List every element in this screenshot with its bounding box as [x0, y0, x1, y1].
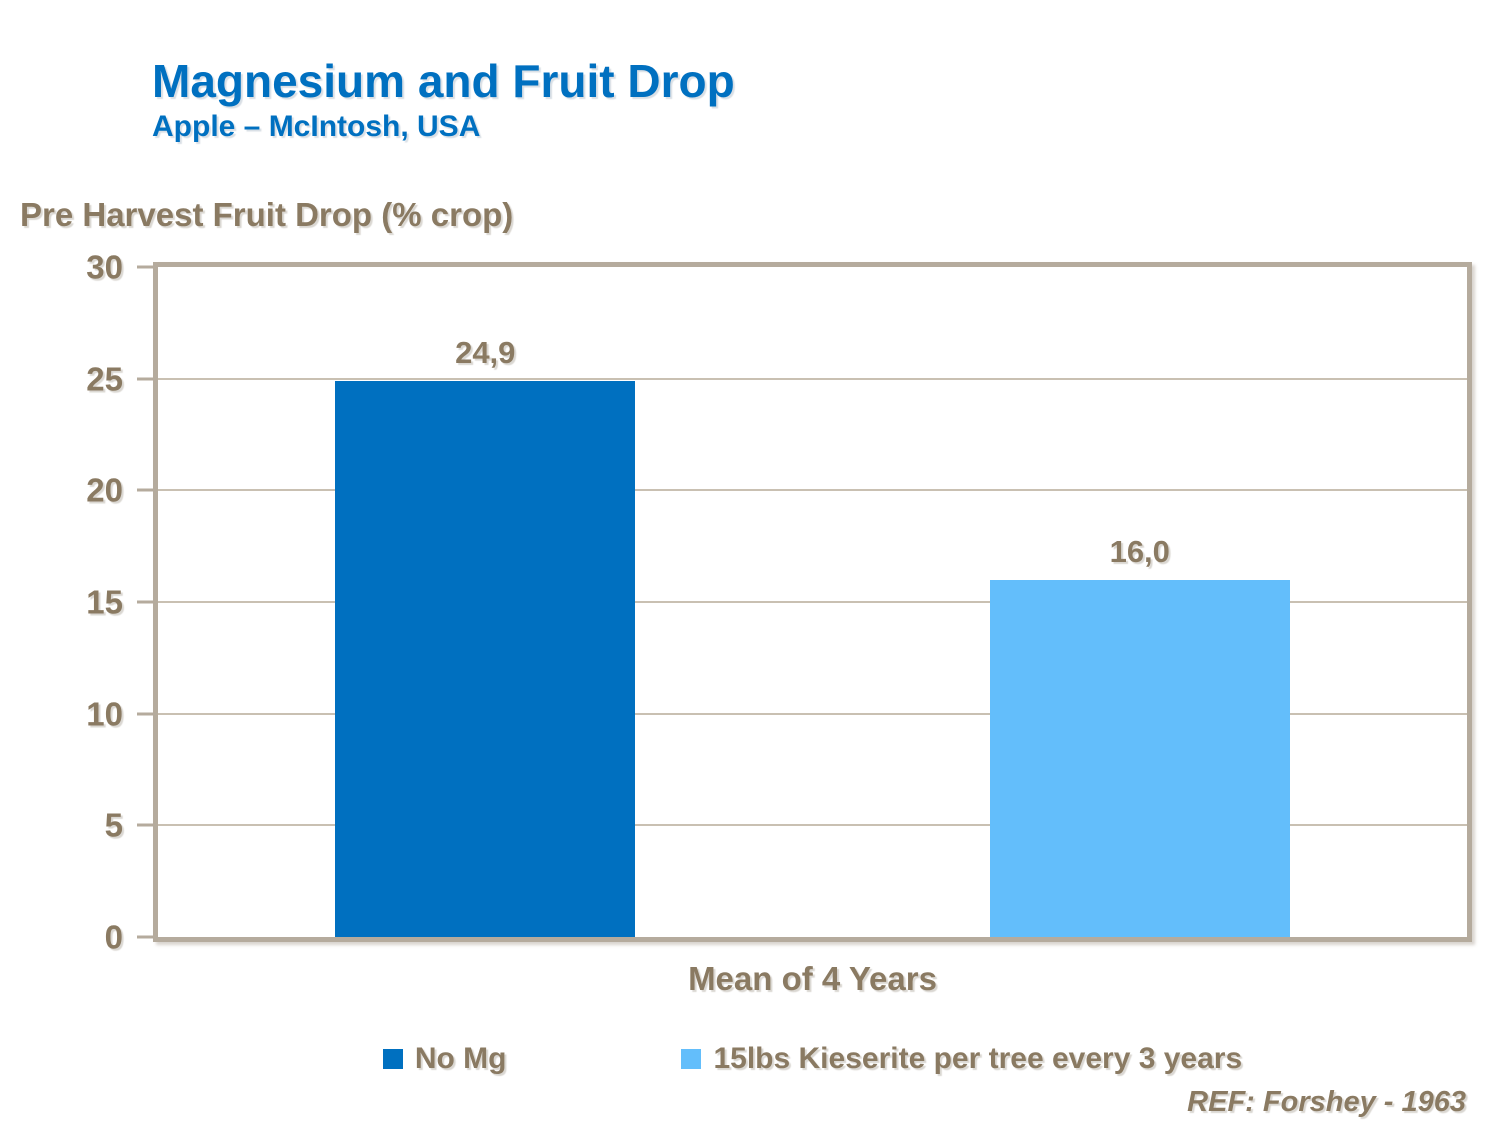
- y-tick-label-25: 25: [86, 360, 123, 398]
- page-subtitle: Apple – McIntosh, USA: [152, 109, 481, 143]
- bar-column-1: 24,9: [158, 267, 813, 937]
- y-tick-label-15: 15: [86, 583, 123, 621]
- legend-label: No Mg: [414, 1042, 507, 1075]
- y-axis-title: Pre Harvest Fruit Drop (% crop): [20, 196, 514, 233]
- legend-swatch-icon: [382, 1049, 403, 1069]
- legend-swatch-icon: [681, 1049, 702, 1069]
- bar-1: [335, 380, 636, 937]
- y-tick-mark-20: [137, 488, 153, 492]
- y-tick-mark-15: [137, 600, 153, 604]
- bar-column-2: 16,0: [813, 267, 1468, 937]
- bar-value-label: 16,0: [1109, 533, 1170, 569]
- legend: No Mg 15lbs Kieserite per tree every 3 ye…: [153, 1038, 1472, 1080]
- gridline-y-25: [158, 377, 1467, 380]
- y-tick-mark-5: [137, 823, 153, 827]
- y-tick-mark-10: [137, 712, 153, 716]
- header: Magnesium and Fruit Drop Apple – McIntos…: [152, 56, 735, 145]
- legend-item-1: No Mg: [382, 1042, 507, 1076]
- page-title: Magnesium and Fruit Drop: [152, 55, 735, 107]
- bar-2: [989, 579, 1290, 937]
- reference-text: REF: Forshey - 1963: [1187, 1086, 1466, 1118]
- y-tick-mark-0: [137, 935, 153, 939]
- x-axis-label: Mean of 4 Years: [688, 960, 937, 997]
- y-tick-label-10: 10: [86, 695, 123, 733]
- y-tick-label-20: 20: [86, 471, 123, 509]
- y-tick-label-30: 30: [86, 248, 123, 286]
- legend-label: 15lbs Kieserite per tree every 3 years: [713, 1042, 1243, 1075]
- y-axis: 0 5 10 15 20 25 30: [0, 251, 153, 954]
- gridline-y-15: [158, 601, 1467, 603]
- gridline-y-10: [158, 712, 1467, 715]
- gridline-y-5: [158, 824, 1467, 827]
- bar-value-label: 24,9: [455, 334, 516, 370]
- plot-area: 24,9 16,0: [153, 262, 1472, 942]
- y-tick-mark-30: [137, 265, 153, 269]
- y-tick-label-0: 0: [104, 918, 123, 956]
- legend-item-2: 15lbs Kieserite per tree every 3 years: [681, 1042, 1242, 1076]
- y-tick-label-5: 5: [104, 806, 123, 844]
- gridline-y-20: [158, 489, 1467, 492]
- y-tick-mark-25: [137, 377, 153, 381]
